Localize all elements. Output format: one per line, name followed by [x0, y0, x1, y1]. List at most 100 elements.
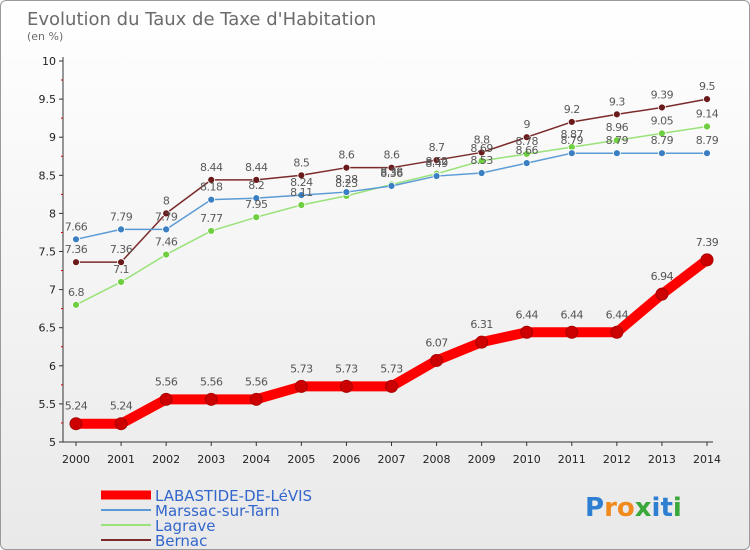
data-label: 9.3: [609, 95, 625, 108]
x-tick-label: 2009: [468, 453, 496, 466]
data-label: 7.46: [155, 236, 178, 249]
data-label: 5.73: [290, 362, 313, 375]
data-point: [432, 156, 441, 164]
y-tick-label: 5.5: [39, 398, 57, 411]
data-label: 8.79: [696, 134, 719, 147]
series-layer: [69, 95, 714, 431]
data-label: 8.6: [338, 149, 354, 162]
brand-letter: r: [604, 493, 617, 523]
data-label: 8.8: [474, 133, 490, 146]
x-tick-label: 2003: [197, 453, 225, 466]
data-point: [114, 417, 128, 431]
data-label: 5.24: [65, 400, 88, 413]
data-point: [69, 417, 83, 431]
data-point: [72, 300, 80, 309]
data-label: 6.8: [68, 286, 84, 299]
legend-label: Marssac-sur-Tarn: [155, 502, 280, 520]
data-point: [612, 110, 621, 119]
data-point: [432, 172, 441, 180]
data-point: [477, 169, 486, 177]
data-label: 5.73: [335, 362, 358, 375]
data-label: 7.1: [113, 263, 129, 276]
data-point: [477, 156, 486, 165]
data-label: 6.31: [470, 318, 493, 331]
data-label: 7.95: [245, 198, 268, 211]
data-label: 7.36: [65, 243, 88, 256]
legend-label: Lagrave: [155, 517, 216, 535]
y-tick-label: 9.5: [39, 93, 57, 106]
data-label: 8.24: [290, 176, 313, 189]
data-point: [658, 103, 666, 112]
chart-subtitle: (en %): [27, 30, 63, 43]
data-label: 5.56: [245, 375, 268, 388]
x-tick-label: 2011: [558, 453, 586, 466]
data-point: [610, 325, 624, 339]
data-label: 7.77: [200, 212, 223, 225]
data-point: [294, 379, 308, 393]
data-point: [522, 133, 531, 142]
data-label: 6.44: [515, 308, 538, 321]
data-label: 5.24: [110, 400, 133, 413]
y-tick-label: 6: [49, 360, 56, 373]
chart-title: Evolution du Taux de Taxe d'Habitation: [27, 9, 376, 30]
data-label: 8.28: [335, 173, 358, 186]
data-point: [339, 379, 353, 393]
brand-wordmark: Proxiti: [585, 493, 682, 523]
data-label: 8.87: [561, 128, 584, 141]
x-tick-label: 2007: [378, 453, 406, 466]
brand-letter: o: [617, 493, 635, 523]
data-label: 9.5: [699, 80, 715, 93]
y-tick-label: 7: [49, 284, 56, 297]
data-point: [522, 150, 531, 158]
y-tick-label: 7.5: [39, 246, 57, 259]
data-point: [207, 195, 216, 204]
data-label: 8.96: [606, 121, 629, 134]
y-tick-label: 10: [42, 55, 56, 68]
x-tick-label: 2000: [62, 453, 90, 466]
x-tick-label: 2002: [152, 453, 180, 466]
data-label: 8.23: [335, 177, 358, 190]
data-label: 8.44: [200, 161, 223, 174]
x-tick-label: 2013: [648, 453, 676, 466]
data-label: 8.44: [245, 161, 268, 174]
data-point: [520, 325, 534, 339]
data-label: 8.6: [384, 149, 400, 162]
x-tick-label: 2005: [287, 453, 315, 466]
brand-letter: P: [585, 493, 604, 523]
data-label: 6.44: [606, 308, 629, 321]
data-point: [297, 171, 306, 180]
data-point: [342, 163, 351, 172]
data-label: 8: [163, 194, 170, 207]
x-tick-label: 2010: [513, 453, 541, 466]
data-label: 8.7: [429, 141, 445, 154]
legend-label: Bernac: [155, 532, 207, 550]
data-point: [297, 201, 306, 209]
data-label: 6.44: [561, 308, 584, 321]
data-point: [252, 194, 261, 203]
data-point: [252, 213, 261, 222]
data-label: 8.78: [515, 135, 538, 148]
data-point: [658, 129, 666, 138]
data-point: [342, 188, 351, 196]
y-tick-label: 6.5: [39, 322, 57, 335]
data-point: [475, 335, 489, 349]
data-label: 9.05: [651, 114, 674, 127]
data-point: [159, 392, 173, 406]
legend: LABASTIDE-DE-LéVISMarssac-sur-TarnLagrav…: [101, 487, 312, 550]
data-point: [72, 258, 80, 267]
data-label: 8.38: [380, 165, 403, 178]
data-point: [252, 175, 261, 184]
data-label: 5.56: [200, 375, 223, 388]
data-point: [297, 191, 306, 200]
data-label: 8.66: [515, 144, 538, 157]
data-label: 9: [523, 118, 530, 131]
data-labels-layer: 5.24 5.24 5.56 5.56 5.56 5.73 5.73 5.73 6.07 6.31…: [65, 80, 719, 413]
brand-letter: t: [660, 493, 672, 523]
data-label: 7.39: [696, 236, 719, 249]
data-point: [565, 325, 579, 339]
data-label: 8.11: [290, 186, 313, 199]
data-label: 8.79: [561, 134, 584, 147]
brand-letter: x: [635, 493, 652, 523]
